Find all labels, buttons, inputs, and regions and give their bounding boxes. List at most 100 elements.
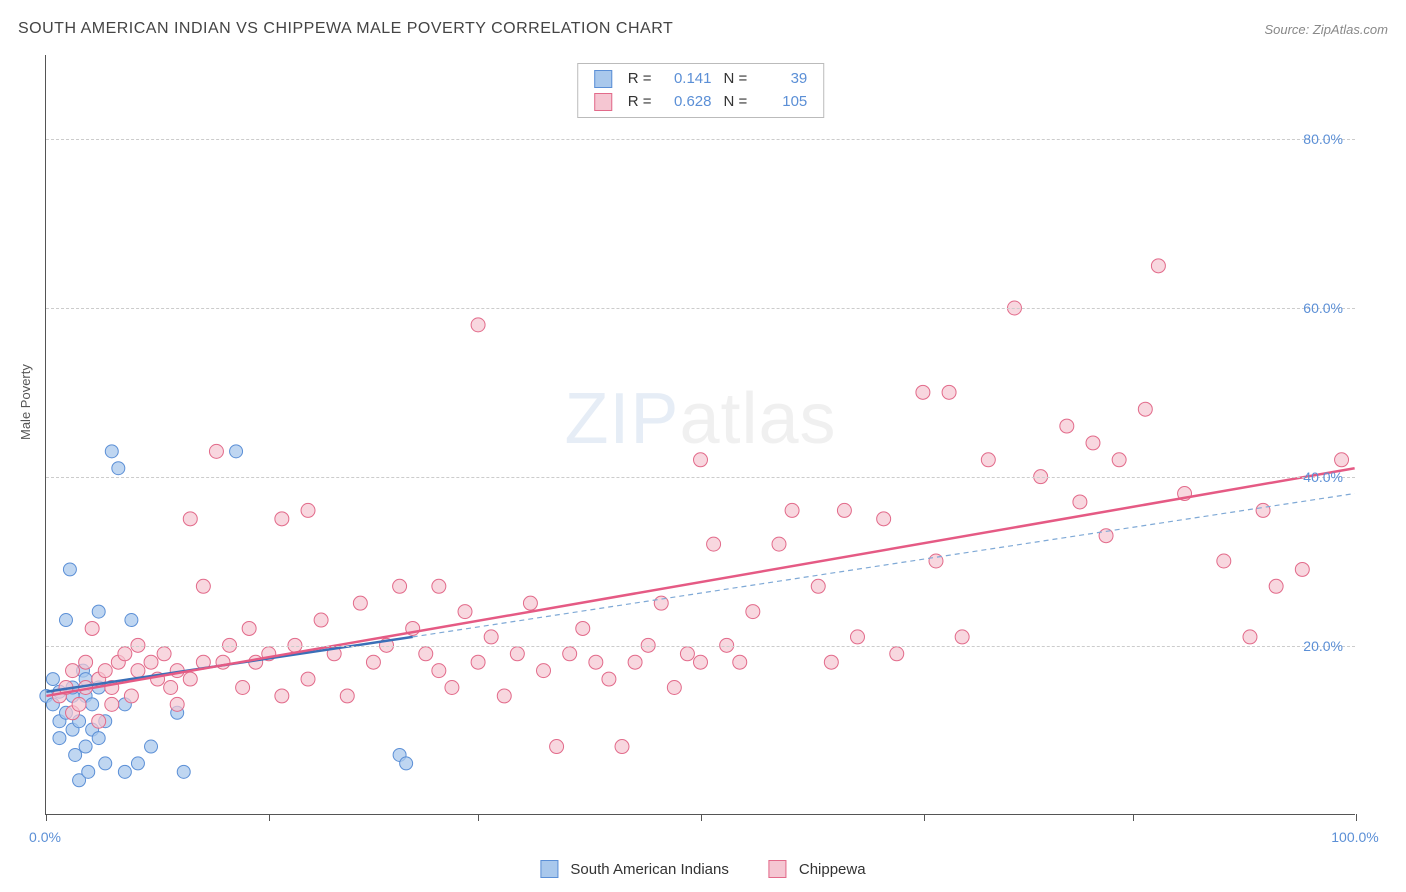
scatter-point-chip (1335, 453, 1349, 467)
scatter-point-sai (125, 614, 138, 627)
scatter-point-chip (1151, 259, 1165, 273)
scatter-point-chip (942, 385, 956, 399)
scatter-point-sai (131, 757, 144, 770)
scatter-point-sai (92, 732, 105, 745)
scatter-point-sai (230, 445, 243, 458)
chart-title: SOUTH AMERICAN INDIAN VS CHIPPEWA MALE P… (18, 20, 673, 38)
chart-header: SOUTH AMERICAN INDIAN VS CHIPPEWA MALE P… (18, 20, 1388, 38)
scatter-point-chip (523, 596, 537, 610)
y-tick-label: 80.0% (1303, 131, 1343, 147)
scatter-point-sai (79, 740, 92, 753)
stats-row: R =0.628N =105 (594, 91, 808, 114)
bottom-legend: South American Indians Chippewa (540, 860, 865, 878)
x-tick-mark (46, 814, 47, 821)
scatter-point-chip (563, 647, 577, 661)
scatter-point-chip (785, 503, 799, 517)
scatter-point-chip (484, 630, 498, 644)
scatter-point-chip (72, 697, 86, 711)
scatter-point-chip (196, 579, 210, 593)
scatter-point-sai (99, 757, 112, 770)
scatter-point-chip (707, 537, 721, 551)
scatter-point-chip (471, 655, 485, 669)
legend-swatch-icon (594, 70, 612, 88)
scatter-point-chip (209, 444, 223, 458)
scatter-point-chip (157, 647, 171, 661)
scatter-point-chip (916, 385, 930, 399)
scatter-point-chip (1138, 402, 1152, 416)
stat-r-value: 0.141 (664, 68, 712, 91)
scatter-point-chip (497, 689, 511, 703)
scatter-point-chip (242, 621, 256, 635)
chart-source: Source: ZipAtlas.com (1264, 22, 1388, 37)
scatter-point-chip (340, 689, 354, 703)
scatter-point-chip (301, 672, 315, 686)
scatter-point-chip (628, 655, 642, 669)
scatter-point-chip (955, 630, 969, 644)
x-tick-mark (701, 814, 702, 821)
legend-label: South American Indians (570, 861, 728, 878)
scatter-point-chip (445, 681, 459, 695)
scatter-point-chip (314, 613, 328, 627)
scatter-point-chip (615, 740, 629, 754)
scatter-point-chip (353, 596, 367, 610)
scatter-point-chip (183, 672, 197, 686)
stat-n-value: 105 (759, 91, 807, 114)
scatter-point-chip (458, 605, 472, 619)
scatter-point-chip (170, 697, 184, 711)
scatter-point-chip (1295, 562, 1309, 576)
scatter-point-chip (667, 681, 681, 695)
scatter-point-chip (1256, 503, 1270, 517)
scatter-point-sai (92, 605, 105, 618)
scatter-point-chip (981, 453, 995, 467)
scatter-point-sai (112, 462, 125, 475)
scatter-point-chip (118, 647, 132, 661)
scatter-point-chip (877, 512, 891, 526)
x-tick-mark (1356, 814, 1357, 821)
scatter-point-chip (811, 579, 825, 593)
scatter-svg (46, 55, 1355, 814)
scatter-point-chip (432, 579, 446, 593)
scatter-point-chip (602, 672, 616, 686)
x-tick-mark (1133, 814, 1134, 821)
stat-n-value: 39 (759, 68, 807, 91)
scatter-point-chip (144, 655, 158, 669)
legend-swatch-icon (769, 860, 787, 878)
stat-r-value: 0.628 (664, 91, 712, 114)
y-tick-label: 20.0% (1303, 638, 1343, 654)
scatter-point-chip (837, 503, 851, 517)
legend-item: Chippewa (769, 860, 866, 878)
gridline-horizontal (46, 646, 1355, 647)
chart-plot-area: ZIPatlas R =0.141N =39R =0.628N =105 20.… (45, 55, 1355, 815)
scatter-point-chip (98, 664, 112, 678)
scatter-point-sai (145, 740, 158, 753)
scatter-point-sai (400, 757, 413, 770)
scatter-point-sai (69, 748, 82, 761)
scatter-point-chip (366, 655, 380, 669)
scatter-point-chip (79, 655, 93, 669)
scatter-point-chip (890, 647, 904, 661)
scatter-point-chip (183, 512, 197, 526)
scatter-point-chip (124, 689, 138, 703)
scatter-point-sai (59, 614, 72, 627)
scatter-point-chip (851, 630, 865, 644)
scatter-point-sai (105, 445, 118, 458)
scatter-point-chip (1112, 453, 1126, 467)
scatter-point-sai (82, 765, 95, 778)
y-tick-label: 40.0% (1303, 469, 1343, 485)
scatter-point-chip (275, 689, 289, 703)
scatter-point-chip (236, 681, 250, 695)
scatter-point-chip (537, 664, 551, 678)
scatter-point-chip (733, 655, 747, 669)
scatter-point-chip (772, 537, 786, 551)
scatter-point-chip (576, 621, 590, 635)
legend-swatch-icon (594, 93, 612, 111)
x-tick-mark (478, 814, 479, 821)
scatter-point-chip (1086, 436, 1100, 450)
scatter-point-chip (105, 697, 119, 711)
scatter-point-sai (177, 765, 190, 778)
scatter-point-chip (1217, 554, 1231, 568)
scatter-point-chip (510, 647, 524, 661)
scatter-point-chip (746, 605, 760, 619)
source-prefix: Source: (1264, 22, 1312, 37)
scatter-point-chip (1073, 495, 1087, 509)
